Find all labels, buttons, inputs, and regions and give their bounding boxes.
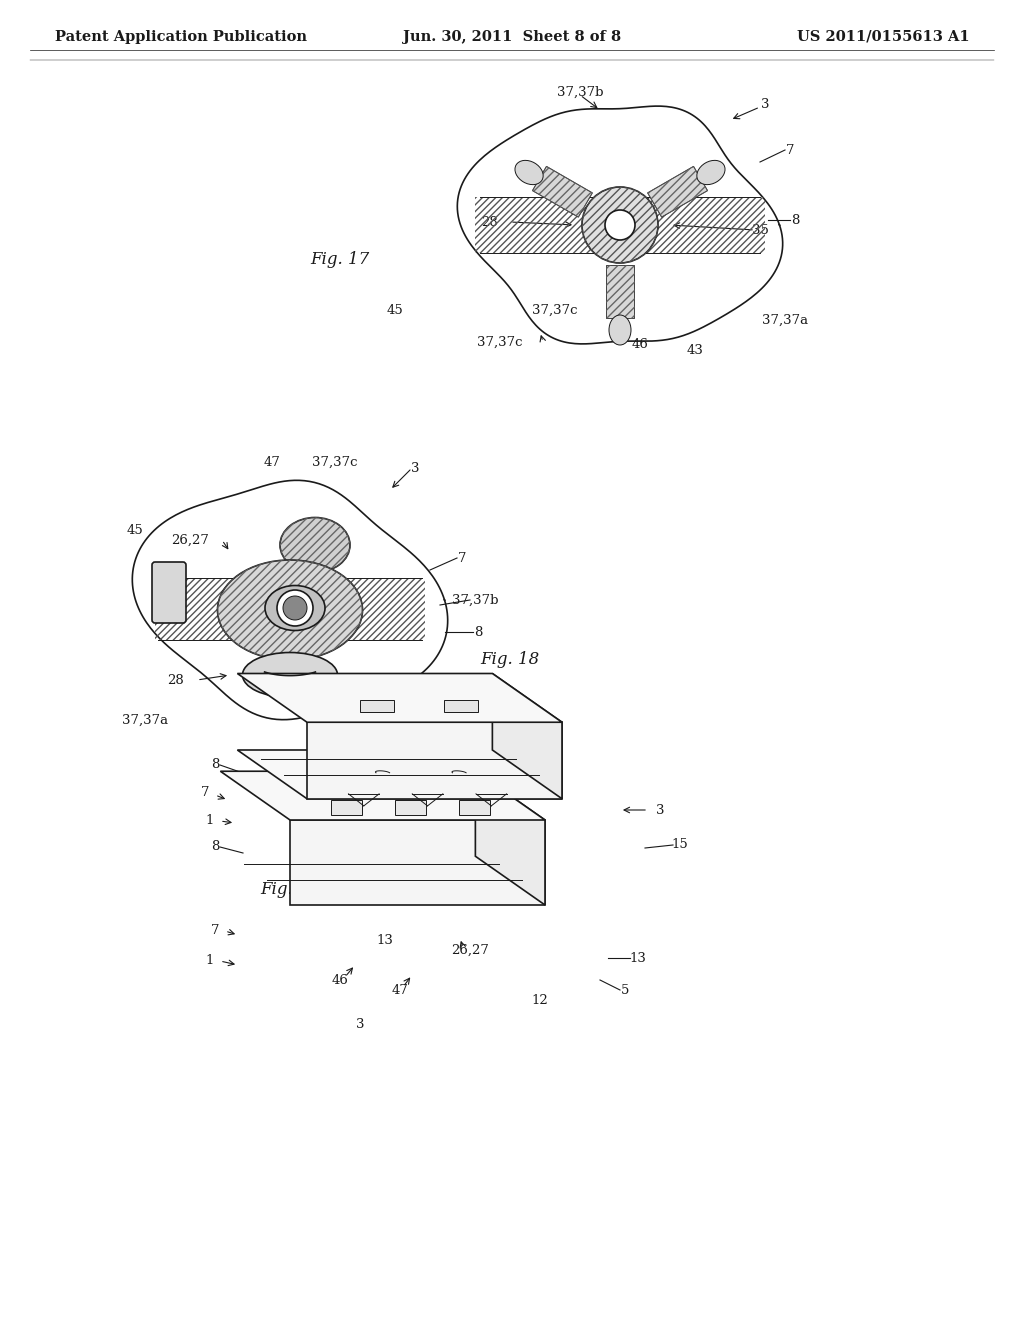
Polygon shape	[647, 166, 708, 216]
Text: 1: 1	[206, 813, 214, 826]
Text: 3: 3	[551, 743, 559, 756]
Polygon shape	[307, 722, 562, 799]
Text: 13: 13	[630, 952, 646, 965]
Circle shape	[278, 590, 313, 626]
Text: 45: 45	[387, 304, 403, 317]
Text: 46: 46	[632, 338, 648, 351]
Ellipse shape	[280, 517, 350, 573]
Polygon shape	[444, 700, 478, 713]
Text: 35: 35	[752, 223, 768, 236]
Text: 1: 1	[206, 953, 214, 966]
Text: 3: 3	[411, 462, 419, 474]
Polygon shape	[238, 750, 562, 799]
Polygon shape	[532, 166, 592, 216]
Text: 37,37a: 37,37a	[762, 314, 808, 326]
Text: 3: 3	[761, 99, 769, 111]
Circle shape	[582, 187, 658, 263]
Polygon shape	[606, 265, 634, 318]
Text: 15: 15	[672, 838, 688, 851]
Circle shape	[605, 210, 635, 240]
Text: 3: 3	[355, 1019, 365, 1031]
Text: 46: 46	[287, 676, 303, 689]
Polygon shape	[220, 771, 545, 820]
Text: 26,27: 26,27	[451, 944, 488, 957]
Circle shape	[283, 597, 307, 620]
Text: 8: 8	[211, 841, 219, 854]
Ellipse shape	[609, 315, 631, 345]
Text: 45: 45	[127, 524, 143, 536]
Text: 28: 28	[167, 673, 183, 686]
Ellipse shape	[696, 160, 725, 185]
Ellipse shape	[217, 560, 362, 660]
Text: 3: 3	[655, 804, 665, 817]
Polygon shape	[475, 771, 545, 906]
Text: Fig. 17: Fig. 17	[310, 252, 370, 268]
Text: 12: 12	[531, 994, 549, 1006]
Text: Fig. 19: Fig. 19	[260, 882, 319, 899]
Text: 7: 7	[211, 924, 219, 936]
Text: 7: 7	[458, 552, 466, 565]
Text: 37,37c: 37,37c	[477, 335, 522, 348]
Text: Patent Application Publication: Patent Application Publication	[55, 30, 307, 44]
Text: 8: 8	[791, 214, 799, 227]
Polygon shape	[395, 800, 426, 816]
Text: Fig. 18: Fig. 18	[480, 652, 540, 668]
Ellipse shape	[265, 586, 325, 631]
Text: 8: 8	[474, 626, 482, 639]
Text: 47: 47	[391, 983, 409, 997]
Text: 47: 47	[263, 455, 281, 469]
Text: 7: 7	[785, 144, 795, 157]
Text: 5: 5	[621, 983, 629, 997]
Text: 37,37c: 37,37c	[532, 304, 578, 317]
Text: 43: 43	[686, 343, 703, 356]
Text: US 2011/0155613 A1: US 2011/0155613 A1	[798, 30, 970, 44]
Polygon shape	[290, 820, 545, 906]
Text: 7: 7	[201, 787, 209, 800]
Polygon shape	[493, 673, 562, 799]
Text: 37,37c: 37,37c	[312, 455, 357, 469]
Ellipse shape	[243, 652, 338, 697]
Polygon shape	[459, 800, 489, 816]
Text: 37,37b: 37,37b	[452, 594, 499, 606]
Ellipse shape	[515, 160, 543, 185]
Polygon shape	[132, 480, 447, 719]
Text: 28: 28	[481, 215, 499, 228]
Polygon shape	[332, 800, 362, 816]
Polygon shape	[360, 700, 394, 713]
Polygon shape	[458, 106, 782, 345]
Text: 37,37b: 37,37b	[557, 86, 603, 99]
Text: Jun. 30, 2011  Sheet 8 of 8: Jun. 30, 2011 Sheet 8 of 8	[402, 30, 622, 44]
Bar	[155, 578, 425, 640]
Text: 8: 8	[211, 759, 219, 771]
Bar	[475, 197, 765, 253]
Text: 26,27: 26,27	[171, 533, 209, 546]
Polygon shape	[238, 673, 562, 722]
Text: 37,37a: 37,37a	[122, 714, 168, 726]
Text: 46: 46	[332, 974, 348, 986]
Text: 7: 7	[416, 684, 424, 697]
Text: 13: 13	[377, 933, 393, 946]
FancyBboxPatch shape	[152, 562, 186, 623]
